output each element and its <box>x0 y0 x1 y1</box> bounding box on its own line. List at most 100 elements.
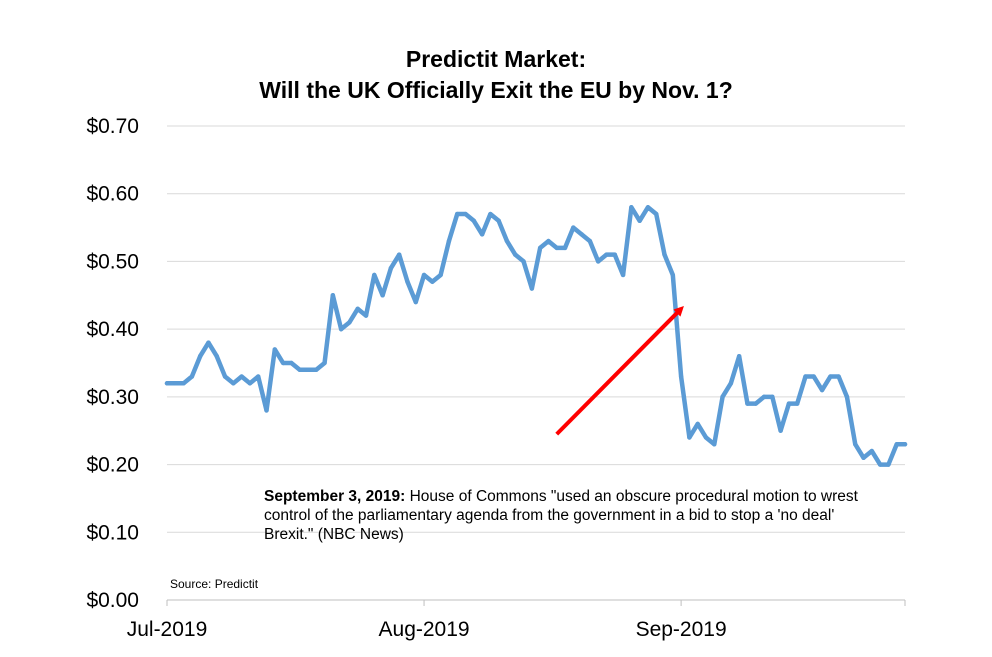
data-point <box>289 360 294 366</box>
data-point <box>662 252 667 257</box>
source-note: Source: Predictit <box>170 577 259 591</box>
data-point <box>504 238 510 244</box>
y-tick-label: $0.10 <box>86 521 139 544</box>
data-point <box>595 259 601 264</box>
data-point <box>272 347 277 352</box>
data-point <box>811 374 816 379</box>
series-points <box>164 205 908 467</box>
data-point <box>513 252 518 257</box>
data-point <box>720 394 725 400</box>
data-point <box>877 462 883 467</box>
y-tick-label: $0.30 <box>86 386 139 409</box>
data-point <box>430 279 435 284</box>
data-point <box>322 360 327 366</box>
x-axis-ticks: Jul-2019 Aug-2019 Sep-2019 <box>127 600 906 641</box>
data-point <box>305 367 311 372</box>
data-point <box>645 205 651 210</box>
data-point <box>828 374 833 379</box>
chart-title-line-2: Will the UK Officially Exit the EU by No… <box>259 77 733 103</box>
data-point <box>164 381 170 386</box>
data-point <box>264 408 269 413</box>
data-point <box>894 442 899 447</box>
data-point <box>654 211 659 217</box>
data-point <box>479 232 485 237</box>
data-point <box>836 374 841 379</box>
data-point <box>844 394 850 400</box>
series-line <box>164 205 908 467</box>
data-point <box>629 205 634 210</box>
data-point <box>314 367 319 372</box>
data-point <box>297 367 302 372</box>
x-tick-label: Sep-2019 <box>636 618 727 641</box>
data-point <box>181 381 186 386</box>
data-point <box>446 238 452 244</box>
data-point <box>330 293 336 298</box>
data-point <box>256 374 261 379</box>
data-point <box>695 421 700 427</box>
data-point <box>421 272 427 278</box>
data-point <box>388 266 394 271</box>
data-point <box>222 374 228 379</box>
data-point <box>173 381 178 386</box>
data-point <box>438 272 443 278</box>
data-point <box>620 272 626 278</box>
data-point <box>231 381 236 386</box>
data-point <box>819 387 825 393</box>
data-point <box>778 428 783 433</box>
data-point <box>579 232 584 237</box>
data-point <box>795 401 800 406</box>
gridlines <box>167 125 905 533</box>
data-point <box>380 293 385 298</box>
data-point <box>247 381 253 386</box>
data-point <box>347 320 352 325</box>
x-tick-label: Jul-2019 <box>127 618 208 641</box>
y-tick-label: $0.70 <box>86 115 139 138</box>
y-tick-label: $0.60 <box>86 183 139 206</box>
data-point <box>753 401 758 406</box>
data-point <box>546 238 551 244</box>
data-point <box>687 435 692 440</box>
data-point <box>886 462 891 467</box>
y-tick-label: $0.40 <box>86 318 139 341</box>
data-point <box>604 252 609 257</box>
data-point <box>637 218 642 223</box>
y-axis-ticks: $0.00 $0.10 $0.20 $0.30 $0.40 $0.50 $0.60 $0.70 <box>86 115 139 612</box>
data-point <box>529 286 535 291</box>
data-point <box>463 211 468 217</box>
data-point <box>571 225 576 230</box>
data-point <box>239 374 244 379</box>
data-point <box>678 374 684 379</box>
chart-title-line-1: Predictit Market: <box>406 46 586 72</box>
annotation-arrow <box>555 305 684 436</box>
data-point <box>206 340 211 345</box>
data-point <box>396 252 402 257</box>
data-point <box>853 442 858 447</box>
data-point <box>488 211 493 217</box>
data-point <box>521 259 526 264</box>
data-point <box>554 245 559 251</box>
data-point <box>338 326 344 332</box>
data-point <box>703 435 709 440</box>
data-point <box>214 354 219 359</box>
data-point <box>712 442 717 447</box>
y-tick-label: $0.00 <box>86 589 139 612</box>
data-point <box>471 218 477 223</box>
data-point <box>189 374 195 379</box>
y-tick-label: $0.20 <box>86 454 139 477</box>
data-point <box>761 394 767 400</box>
data-point <box>405 279 410 284</box>
annotation-date: September 3, 2019: <box>264 488 406 505</box>
data-point <box>372 272 377 278</box>
data-point <box>861 455 866 460</box>
data-point <box>786 401 792 406</box>
data-point <box>770 394 775 400</box>
data-point <box>745 401 750 406</box>
data-point <box>587 238 593 244</box>
y-tick-label: $0.50 <box>86 250 139 273</box>
data-point <box>363 313 369 318</box>
data-point <box>562 245 568 251</box>
data-point <box>728 381 734 386</box>
data-point <box>280 360 286 366</box>
data-point <box>902 442 908 447</box>
